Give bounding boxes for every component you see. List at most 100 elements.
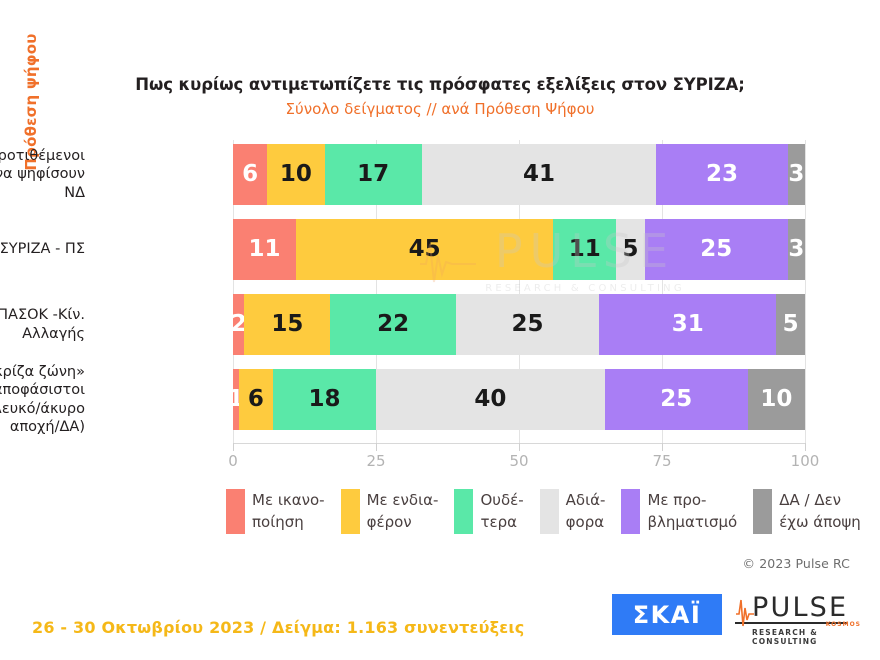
bar-segment-value: 5 — [622, 236, 639, 262]
x-tick-label: 25 — [366, 452, 386, 470]
bar-segment-value: 40 — [474, 386, 507, 412]
legend-item[interactable]: Ουδέ- τερα — [454, 489, 524, 534]
legend-swatch — [621, 489, 641, 534]
bar-segment-value: 25 — [660, 386, 693, 412]
bar-segment-value: 17 — [357, 161, 390, 187]
bar-segment-value: 11 — [568, 236, 601, 262]
legend-label: Με προ- βληματισμό — [647, 491, 738, 531]
legend-item[interactable]: Με προ- βληματισμό — [621, 489, 737, 534]
bar-row[interactable]: 2 15 22 25 31 5 — [233, 294, 805, 355]
bar-segment-value: 22 — [377, 311, 410, 337]
x-tick-label: 0 — [228, 452, 238, 470]
bar-segment[interactable]: 22 — [330, 294, 457, 355]
legend-swatch — [753, 489, 773, 534]
bar-segment[interactable]: 1 — [233, 369, 239, 430]
category-label: ΣΥΡΙΖΑ - ΠΣ — [0, 241, 85, 257]
page-title: Πως κυρίως αντιμετωπίζετε τις πρόσφατες … — [135, 75, 745, 94]
category-label: ΠΑΣΟΚ -Κίν. Αλλαγής — [0, 307, 85, 342]
bar-segment[interactable]: 6 — [233, 144, 268, 205]
copyright-text: © 2023 Pulse RC — [742, 556, 850, 571]
x-tick-label: 100 — [790, 452, 820, 470]
bar-segment-value: 41 — [522, 161, 555, 187]
bar-segment[interactable]: 17 — [324, 144, 422, 205]
bar-segment[interactable]: 10 — [747, 369, 805, 430]
legend-swatch — [226, 489, 245, 534]
legend-swatch — [539, 489, 559, 534]
bar-segment-value: 45 — [408, 236, 441, 262]
bar-segment[interactable]: 23 — [656, 144, 788, 205]
legend: Με ικανο- ποίηση Με ενδια- φέρον Ουδέ- τερ… — [226, 489, 877, 534]
bar-segment[interactable]: 11 — [553, 219, 617, 280]
bar-segment-value: 10 — [279, 161, 312, 187]
bar-segment[interactable]: 45 — [295, 219, 554, 280]
bar-segment-value: 3 — [788, 236, 805, 262]
bar-segment-value: 6 — [247, 386, 264, 412]
x-tick-mark — [376, 443, 377, 451]
page-subtitle: Σύνολο δείγματος // ανά Πρόθεση Ψήφου — [285, 100, 595, 119]
legend-item[interactable]: ΔΑ / Δεν έχω άποψη — [753, 489, 861, 534]
gridline — [805, 140, 806, 443]
bar-row[interactable]: 16 18 40 25 10 — [233, 369, 805, 430]
bar-segment[interactable]: 31 — [599, 294, 777, 355]
pulse-waveform-icon — [736, 599, 754, 627]
bar-segment[interactable]: 11 — [233, 219, 296, 280]
x-tick-label: 75 — [652, 452, 672, 470]
legend-item[interactable]: Με ενδια- φέρον — [340, 489, 438, 534]
bar-segment[interactable]: 15 — [244, 294, 331, 355]
bar-row[interactable]: 6 10 17 41 23 3 — [233, 144, 805, 205]
bar-segment[interactable]: 25 — [644, 219, 788, 280]
bar-segment-value: 25 — [511, 311, 544, 337]
x-tick-mark — [233, 443, 234, 451]
bar-segment-value: 25 — [700, 236, 733, 262]
gridline — [519, 140, 520, 443]
x-tick-mark — [519, 443, 520, 451]
legend-label: Αδιά- φορα — [565, 491, 606, 531]
legend-label: Με ικανο- ποίηση — [252, 491, 325, 531]
bar-segment-value: 2 — [233, 311, 245, 337]
pulse-tagline: RESEARCH & CONSULTING — [752, 628, 818, 646]
skai-logo-text: ΣΚΑΪ — [632, 600, 702, 629]
bar-segment-value: 6 — [242, 161, 259, 187]
bar-segment[interactable]: 2 — [233, 294, 245, 355]
pulse-logo-text: PULSE — [735, 594, 849, 624]
bar-segment[interactable]: 41 — [421, 144, 657, 205]
bar-segment-value: 11 — [248, 236, 281, 262]
plot-area: 0 25 50 75 100 6 10 17 41 23 3 11 45 11 5 25 3 2 15 22 25 31 5… — [228, 140, 819, 470]
bar-segment[interactable]: 5 — [616, 219, 645, 280]
gridline — [662, 140, 663, 443]
bar-row[interactable]: 11 45 11 5 25 3 — [233, 219, 805, 280]
bar-segment-value: 15 — [271, 311, 304, 337]
gridline — [376, 140, 377, 443]
gridline — [233, 140, 234, 443]
bar-segment[interactable]: 5 — [776, 294, 805, 355]
bar-segment-value: 1 — [233, 388, 239, 411]
legend-label: ΔΑ / Δεν έχω άποψη — [779, 491, 861, 531]
legend-label: Ουδέ- τερα — [480, 491, 524, 531]
x-tick-mark — [662, 443, 663, 451]
legend-item[interactable]: Αδιά- φορα — [539, 489, 606, 534]
category-label: «Γκρίζα ζώνη»(αναποφάσιστοιλευκό/άκυροαπ… — [0, 363, 85, 436]
x-tick-mark — [805, 443, 806, 451]
bar-segment-value: 5 — [782, 311, 799, 337]
bar-segment-value: 23 — [706, 161, 739, 187]
bar-segment[interactable]: 18 — [273, 369, 376, 430]
pulse-logo: PULSE KOSMOS RESEARCH & CONSULTING — [735, 594, 863, 646]
bar-segment-value: 31 — [671, 311, 704, 337]
legend-item[interactable]: Με ικανο- ποίηση — [226, 489, 325, 534]
bar-segment-value: 10 — [760, 386, 793, 412]
fieldwork-note: 26 - 30 Οκτωβρίου 2023 / Δείγμα: 1.163 σ… — [32, 618, 525, 637]
bar-segment[interactable]: 3 — [787, 219, 805, 280]
bar-segment-value: 3 — [788, 161, 805, 187]
bar-segment[interactable]: 25 — [604, 369, 748, 430]
title-block: Πως κυρίως αντιμετωπίζετε τις πρόσφατες … — [0, 74, 880, 120]
bar-segment[interactable]: 6 — [238, 369, 274, 430]
pulse-kosmos-text: KOSMOS — [825, 621, 861, 628]
bar-segment[interactable]: 25 — [456, 294, 600, 355]
bar-segment[interactable]: 40 — [375, 369, 605, 430]
bar-segment[interactable]: 3 — [787, 144, 805, 205]
legend-swatch — [340, 489, 360, 534]
bar-segment-value: 18 — [308, 386, 341, 412]
bar-segment[interactable]: 10 — [267, 144, 325, 205]
